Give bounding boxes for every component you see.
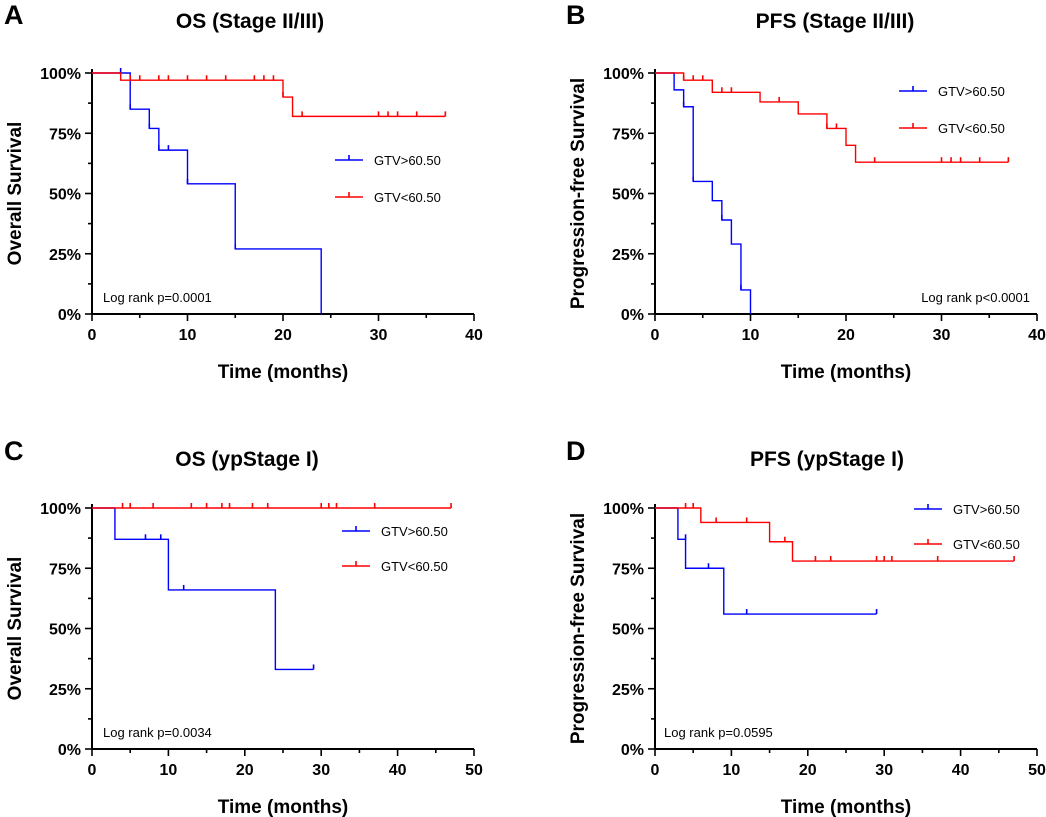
x-tick-label: 0 (88, 762, 97, 779)
x-axis-label: Time (months) (781, 362, 912, 383)
y-axis-label: Overall Survival (5, 122, 26, 266)
panel-D: D PFS (ypStage I) 0 10 20 30 40 50 0% 25% 50% 75% 10… (566, 436, 1046, 817)
chart-title: OS (Stage II/III) (176, 10, 324, 33)
x-axis-label: Time (months) (218, 362, 349, 383)
x-tick-label: 30 (370, 327, 388, 344)
chart-title: PFS (ypStage I) (750, 448, 904, 471)
y-tick-label: 50% (612, 622, 644, 639)
panel-B: B PFS (Stage II/III) 0 10 20 30 40 0% 25% 50% 75% 1… (566, 0, 1046, 383)
y-tick-label: 100% (40, 501, 81, 518)
x-tick-label: 20 (274, 327, 292, 344)
y-tick-label: 100% (40, 66, 81, 83)
x-tick-label: 0 (651, 762, 660, 779)
y-tick-label: 50% (612, 187, 644, 204)
x-tick-label: 20 (236, 762, 254, 779)
legend-label: GTV<60.50 (953, 537, 1020, 552)
y-tick-label: 25% (49, 247, 81, 264)
survival-curve-gtv-low (655, 507, 1015, 562)
log-rank-pvalue: Log rank p=0.0001 (103, 290, 212, 305)
survival-curve-gtv-high (655, 507, 877, 615)
log-rank-pvalue: Log rank p<0.0001 (921, 290, 1030, 305)
y-tick-label: 75% (612, 561, 644, 578)
legend-label: GTV>60.50 (381, 524, 448, 539)
x-tick-label: 20 (799, 762, 817, 779)
legend-label: GTV>60.50 (953, 502, 1020, 517)
x-axis-label: Time (months) (218, 797, 349, 817)
x-tick-label: 10 (179, 327, 197, 344)
log-rank-pvalue: Log rank p=0.0034 (103, 725, 212, 740)
x-tick-label: 10 (160, 762, 178, 779)
y-tick-label: 75% (612, 126, 644, 143)
chart-title: OS (ypStage I) (175, 448, 319, 471)
y-tick-label: 0% (58, 307, 81, 324)
y-tick-label: 50% (49, 187, 81, 204)
y-tick-label: 0% (58, 742, 81, 759)
y-tick-label: 25% (612, 247, 644, 264)
y-axis-label: Progression-free Survival (568, 513, 589, 744)
y-tick-label: 75% (49, 126, 81, 143)
legend-label: GTV<60.50 (381, 559, 448, 574)
y-tick-label: 25% (49, 682, 81, 699)
x-tick-label: 20 (837, 327, 855, 344)
x-tick-label: 30 (933, 327, 951, 344)
panel-letter: C (4, 436, 24, 466)
panel-C: C OS (ypStage I) 0 10 20 30 40 50 0% 25% 50% 75% 100… (4, 436, 483, 817)
survival-curve-gtv-high (92, 72, 322, 314)
x-tick-label: 50 (465, 762, 483, 779)
y-tick-label: 0% (621, 742, 644, 759)
panel-letter: A (4, 0, 24, 30)
y-tick-label: 25% (612, 682, 644, 699)
log-rank-pvalue: Log rank p=0.0595 (664, 725, 773, 740)
y-tick-label: 100% (603, 501, 644, 518)
x-tick-label: 40 (389, 762, 407, 779)
x-tick-label: 0 (651, 327, 660, 344)
y-tick-label: 0% (621, 307, 644, 324)
x-axis-label: Time (months) (781, 797, 912, 817)
survival-curve-gtv-high (655, 72, 752, 314)
y-tick-label: 50% (49, 622, 81, 639)
x-tick-label: 10 (742, 327, 760, 344)
legend-label: GTV<60.50 (938, 121, 1005, 136)
y-axis-label: Overall Survival (5, 557, 26, 701)
x-tick-label: 30 (875, 762, 893, 779)
x-tick-label: 10 (723, 762, 741, 779)
y-axis-label: Progression-free Survival (568, 78, 589, 309)
panel-A: A OS (Stage II/III) 0 10 20 30 40 0% 25% 50% 75% 10… (4, 0, 483, 383)
survival-curve-gtv-low (655, 72, 1009, 163)
panel-letter: D (566, 436, 586, 466)
x-tick-label: 40 (952, 762, 970, 779)
x-tick-label: 0 (88, 327, 97, 344)
x-tick-label: 40 (465, 327, 483, 344)
legend-label: GTV<60.50 (374, 190, 441, 205)
x-tick-label: 50 (1028, 762, 1046, 779)
y-tick-label: 75% (49, 561, 81, 578)
survival-curve-gtv-low (92, 72, 446, 118)
x-tick-label: 30 (312, 762, 330, 779)
legend-label: GTV>60.50 (938, 84, 1005, 99)
legend-label: GTV>60.50 (374, 153, 441, 168)
survival-curve-gtv-high (92, 507, 314, 671)
chart-title: PFS (Stage II/III) (756, 10, 915, 33)
x-tick-label: 40 (1028, 327, 1046, 344)
y-tick-label: 100% (603, 66, 644, 83)
panel-letter: B (566, 0, 586, 30)
